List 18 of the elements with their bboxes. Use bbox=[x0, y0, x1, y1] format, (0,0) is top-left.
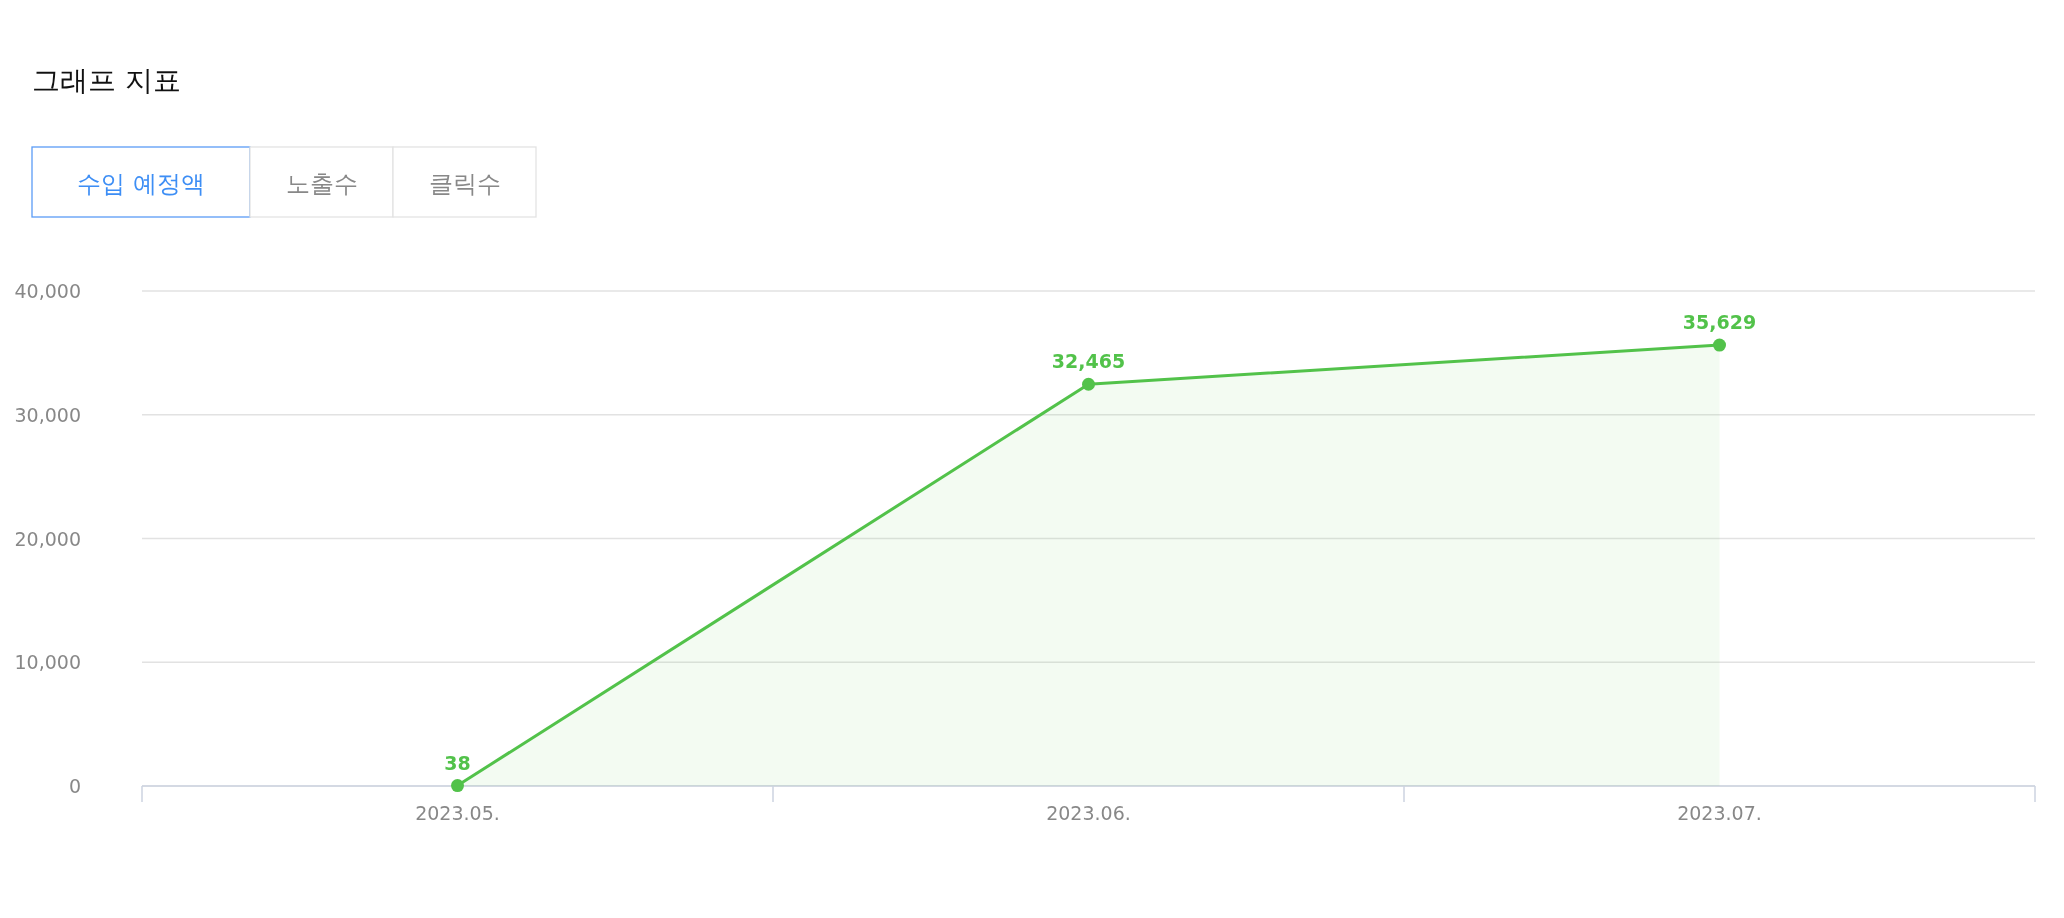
y-tick-label: 10,000 bbox=[14, 651, 81, 674]
y-tick-label: 0 bbox=[68, 775, 81, 797]
y-tick-label: 40,000 bbox=[14, 280, 81, 302]
point bbox=[1082, 377, 1095, 391]
text: 클릭수 bbox=[428, 170, 501, 198]
data-label: 32,465 bbox=[1051, 350, 1126, 373]
point bbox=[451, 779, 464, 793]
y-tick-label: 20,000 bbox=[14, 527, 81, 550]
chart-title: 그래프 지표 bbox=[32, 64, 181, 97]
x-tick-label: 2023.05. bbox=[415, 802, 500, 824]
text: 노출수 bbox=[285, 170, 358, 198]
x-tick-label: 2023.06. bbox=[1046, 802, 1131, 824]
data-label: 35,629 bbox=[1682, 311, 1757, 334]
text: 수입 예정액 bbox=[77, 170, 205, 198]
data-label: 38 bbox=[444, 751, 471, 774]
x-tick-label: 2023.07. bbox=[1677, 802, 1762, 824]
point bbox=[1713, 338, 1726, 352]
y-tick-label: 30,000 bbox=[14, 403, 81, 426]
